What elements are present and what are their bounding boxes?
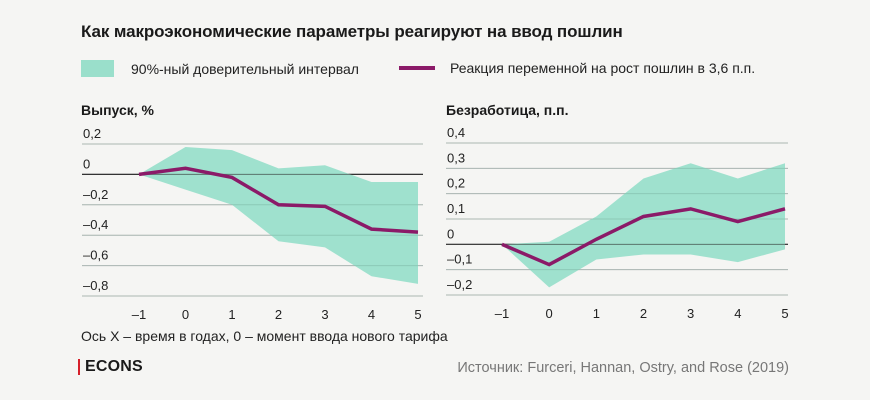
chart-title: Как макроэкономические параметры реагиру… — [81, 22, 623, 41]
x-tick-label: –1 — [132, 307, 146, 322]
y-tick-label: –0,2 — [83, 187, 108, 202]
panel-unemployment: 0,4 0,3 0,2 0,1 0 –0,1 –0,2 –1 0 1 2 3 4 5 — [446, 125, 789, 321]
x-tick-label: 5 — [414, 307, 421, 322]
legend-band-swatch — [81, 60, 114, 77]
legend-line-label: Реакция переменной на рост пошлин в 3,6 … — [450, 60, 756, 76]
panel-title-output: Выпуск, % — [81, 102, 154, 118]
x-tick-label: 3 — [321, 307, 328, 322]
x-tick-label: 4 — [368, 307, 375, 322]
y-tick-label: 0,1 — [447, 201, 465, 216]
y-tick-label: 0,3 — [447, 150, 465, 165]
panel-output: 0,2 0 –0,2 –0,4 –0,6 –0,8 –1 0 1 2 3 4 5 — [82, 126, 423, 322]
x-tick-label: 4 — [734, 306, 741, 321]
y-tick-label: 0 — [83, 156, 90, 171]
x-tick-label: 5 — [781, 306, 788, 321]
x-tick-label: 2 — [640, 306, 647, 321]
x-tick-label: 0 — [182, 307, 189, 322]
legend-item-confidence-band: 90%-ный доверительный интервал — [81, 60, 359, 77]
brand-accent-bar — [78, 359, 80, 375]
x-tick-label: 1 — [593, 306, 600, 321]
axis-note: Ось X – время в годах, 0 – момент ввода … — [81, 328, 448, 344]
panel-title-unemployment: Безработица, п.п. — [446, 102, 569, 118]
brand-name: ECONS — [85, 358, 143, 375]
y-tick-label: 0,2 — [83, 126, 101, 141]
y-tick-label: –0,6 — [83, 248, 108, 263]
confidence-band — [502, 163, 785, 288]
x-tick-label: 0 — [546, 306, 553, 321]
y-tick-label: 0,2 — [447, 176, 465, 191]
x-tick-label: 2 — [275, 307, 282, 322]
legend-item-response-line: Реакция переменной на рост пошлин в 3,6 … — [399, 60, 755, 76]
y-tick-label: 0,4 — [447, 125, 465, 140]
y-tick-label: 0 — [447, 226, 454, 241]
legend-line-swatch — [399, 66, 435, 70]
source-credit: Источник: Furceri, Hannan, Ostry, and Ro… — [457, 360, 789, 376]
y-tick-label: –0,8 — [83, 278, 108, 293]
x-tick-label: 1 — [228, 307, 235, 322]
y-tick-label: –0,2 — [447, 277, 472, 292]
confidence-band — [139, 147, 418, 284]
brand-logo: ECONS — [78, 358, 143, 376]
x-tick-label: –1 — [495, 306, 509, 321]
y-tick-label: –0,4 — [83, 217, 108, 232]
y-tick-label: –0,1 — [447, 252, 472, 267]
x-tick-label: 3 — [687, 306, 694, 321]
legend-band-label: 90%-ный доверительный интервал — [131, 60, 359, 77]
